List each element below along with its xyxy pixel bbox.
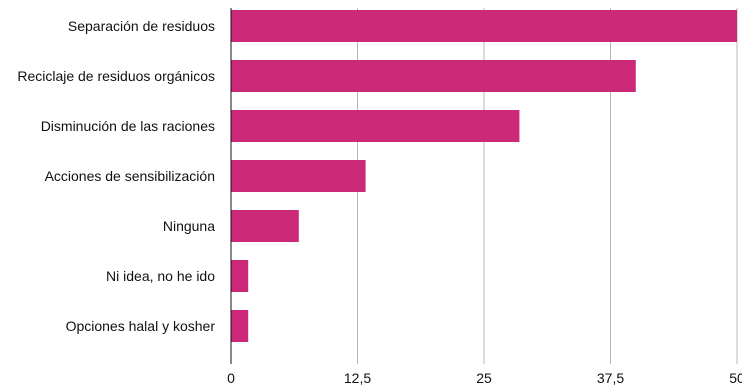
bar <box>231 160 366 192</box>
x-tick-label: 50 <box>729 370 742 385</box>
category-label: Reciclaje de residuos orgánicos <box>17 68 215 84</box>
category-label: Separación de residuos <box>68 18 215 34</box>
bar <box>231 60 636 92</box>
bar <box>231 260 249 292</box>
category-labels: Separación de residuos Reciclaje de resid… <box>17 18 215 334</box>
x-tick-label: 0 <box>227 370 235 385</box>
category-label: Ni idea, no he ido <box>106 268 215 284</box>
bar-layer <box>231 10 737 342</box>
bar <box>231 310 249 342</box>
bar <box>231 10 737 42</box>
category-label: Acciones de sensibilización <box>45 168 215 184</box>
bar <box>231 110 520 142</box>
x-tick-label: 12,5 <box>344 370 371 385</box>
x-tick-labels: 0 12,5 25 37,5 50 <box>227 370 742 385</box>
x-tick-label: 37,5 <box>597 370 624 385</box>
category-label: Disminución de las raciones <box>41 118 215 134</box>
bar <box>231 210 299 242</box>
category-label: Ninguna <box>163 218 215 234</box>
category-label: Opciones halal y kosher <box>66 318 216 334</box>
x-tick-label: 25 <box>476 370 492 385</box>
